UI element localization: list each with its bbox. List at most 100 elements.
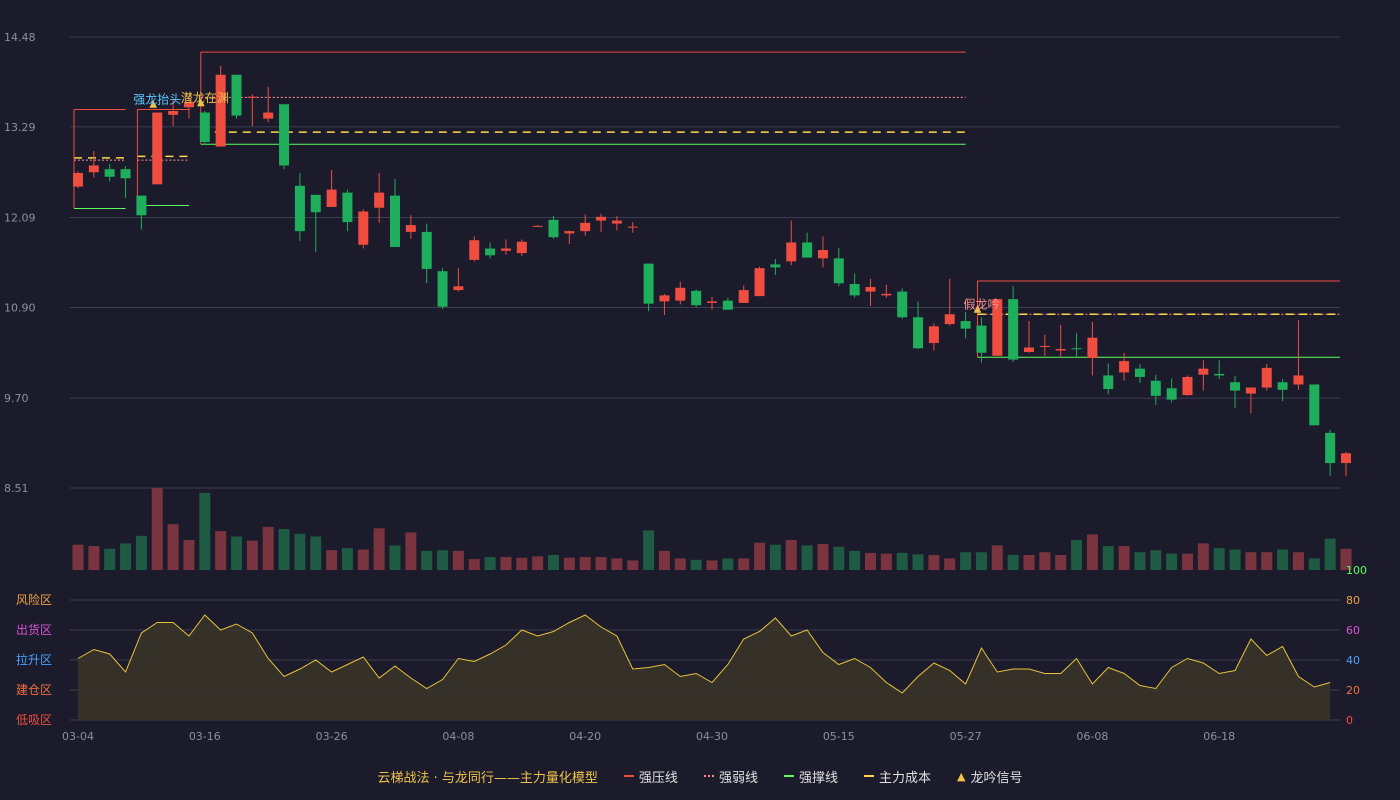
candle-body	[437, 271, 448, 307]
candle-body	[215, 74, 226, 147]
candle-body	[833, 258, 844, 284]
candle-body	[1182, 376, 1193, 396]
legend-label-strong-support: 强撑线	[798, 770, 838, 786]
volume-bar	[1023, 554, 1035, 570]
candle-body	[1198, 368, 1209, 375]
candle-body	[1103, 375, 1114, 390]
signal-annotation: 假龙吟	[963, 296, 999, 311]
volume-bar	[262, 526, 274, 570]
oscillator-zone-label: 出货区	[16, 622, 52, 637]
volume-bar	[658, 550, 670, 570]
volume-bar	[183, 539, 195, 570]
volume-bar	[167, 524, 179, 570]
candle-body	[1277, 382, 1288, 390]
volume-bar	[548, 554, 559, 570]
candle-body	[199, 112, 210, 143]
candle-body	[976, 325, 987, 353]
volume-bar	[975, 552, 987, 570]
volume-bar	[357, 549, 369, 570]
oscillator-line	[77, 614, 1331, 694]
candle-body	[1245, 387, 1256, 394]
volume-bar	[1245, 552, 1257, 570]
volume-bar	[500, 557, 512, 570]
volume-bar	[373, 528, 385, 570]
candle-body	[1230, 382, 1241, 391]
volume-bar	[738, 558, 750, 570]
candle-body	[1119, 361, 1130, 373]
candle-body	[485, 248, 496, 256]
candle-body	[992, 299, 1003, 356]
volume-bar	[1071, 539, 1083, 570]
candle-body	[1087, 337, 1098, 359]
price-tick-label: 13.29	[4, 121, 36, 134]
oscillator-tick-label: 20	[1346, 684, 1360, 697]
volume-bar	[1340, 548, 1352, 570]
volume-bar	[643, 530, 655, 570]
candle-body	[627, 226, 638, 228]
candle-body	[817, 250, 828, 259]
signal-annotation: 潜龙在渊	[181, 91, 229, 105]
candle-body	[1039, 345, 1050, 347]
volume-bar	[437, 550, 449, 570]
candle-body	[1293, 375, 1304, 385]
candle-body	[897, 291, 908, 318]
oscillator-zone-label: 建仓区	[16, 683, 52, 697]
legend-item-dragon-signal: ▲ 龙吟信号	[957, 767, 1022, 786]
volume-bar	[785, 539, 797, 570]
candle-body	[1134, 368, 1145, 377]
volume-bar	[1118, 546, 1130, 570]
volume-bar	[595, 557, 607, 570]
candle-body	[564, 231, 575, 234]
volume-bar	[1229, 549, 1241, 570]
volume-bar	[579, 557, 591, 570]
x-tick-label: 04-08	[442, 730, 474, 743]
candle-body	[675, 287, 686, 301]
volume-bar	[754, 542, 766, 570]
candle-body	[1214, 373, 1225, 376]
volume-bar	[960, 552, 972, 570]
candle-body	[928, 326, 939, 343]
volume-bar	[1086, 534, 1098, 570]
oscillator-zone-label: 风险区	[16, 592, 52, 607]
volume-bar	[294, 533, 306, 570]
price-tick-label: 8.51	[4, 482, 29, 495]
volume-bar	[690, 559, 702, 570]
legend-item-strength: 强弱线	[703, 767, 758, 786]
volume-bar	[1134, 552, 1146, 570]
oscillator-zone-label: 低吸区	[16, 713, 52, 727]
volume-bar	[928, 554, 940, 570]
candle-body	[1150, 380, 1161, 396]
candle-body	[580, 222, 591, 232]
volume-bar	[151, 488, 163, 570]
price-tick-label: 12.09	[4, 212, 36, 225]
oscillator-tick-label: 100	[1346, 564, 1367, 577]
candle-body	[1261, 367, 1272, 388]
volume-bar	[1292, 552, 1304, 570]
x-tick-label: 05-27	[950, 730, 982, 743]
price-tick-label: 10.90	[4, 301, 36, 314]
candle-body	[358, 211, 369, 245]
chart-legend: 云梯战法 · 与龙同行——主力量化模型 强压线 强弱线 强撑线 主力成本 ▲ 龙吟…	[0, 762, 1400, 790]
volume-bar	[516, 557, 528, 570]
signal-triangle-icon: ▲	[974, 303, 982, 314]
volume-bar	[278, 529, 290, 570]
volume-bar	[199, 492, 211, 570]
legend-label-strength: 强弱线	[718, 770, 758, 786]
legend-item-main-cost: 主力成本	[863, 767, 931, 786]
legend-title: 云梯战法 · 与龙同行——主力量化模型	[377, 770, 598, 786]
x-tick-label: 03-16	[189, 730, 221, 743]
volume-bar	[310, 536, 322, 570]
candle-body	[913, 317, 924, 349]
volume-bar	[1102, 546, 1114, 570]
candle-body	[310, 194, 321, 213]
candle-body	[247, 96, 258, 98]
x-tick-label: 05-15	[823, 730, 855, 743]
oscillator-tick-label: 60	[1346, 624, 1360, 637]
volume-bar	[801, 545, 813, 570]
candle-body	[754, 268, 765, 297]
volume-bar	[1166, 553, 1178, 570]
candle-body	[231, 74, 242, 116]
candle-body	[1024, 347, 1034, 353]
volume-bar	[1039, 552, 1051, 570]
